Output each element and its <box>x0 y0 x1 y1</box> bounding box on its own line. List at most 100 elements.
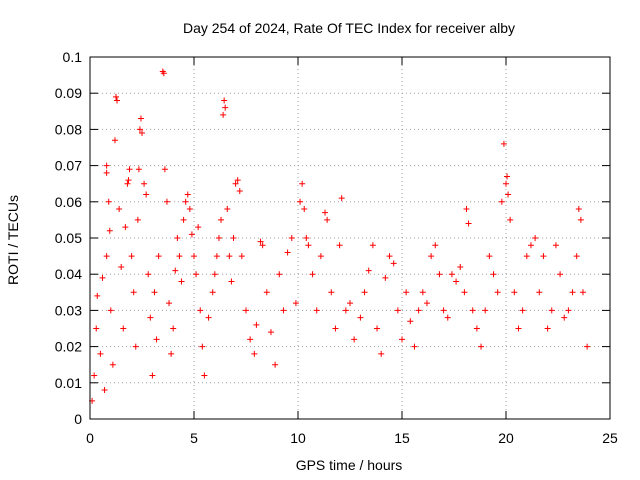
data-point <box>338 195 345 202</box>
data-point <box>565 307 572 314</box>
y-tick-label: 0.07 <box>55 158 82 174</box>
data-point <box>461 289 468 296</box>
data-point <box>498 198 505 205</box>
data-point <box>97 350 104 357</box>
x-tick-label: 20 <box>498 430 514 446</box>
data-point <box>211 271 218 278</box>
data-point <box>124 180 131 187</box>
data-point <box>336 242 343 249</box>
data-point <box>151 289 158 296</box>
data-point <box>197 307 204 314</box>
data-point <box>453 278 460 285</box>
data-point <box>113 93 119 100</box>
data-point <box>243 307 249 314</box>
data-point <box>332 325 339 332</box>
data-point <box>523 253 530 260</box>
data-point <box>382 274 389 281</box>
y-tick-label: 0.04 <box>55 266 82 282</box>
data-point <box>134 216 141 223</box>
data-point <box>136 126 143 133</box>
data-point <box>507 216 514 223</box>
data-point <box>109 361 116 368</box>
data-point <box>399 336 405 343</box>
data-point <box>419 289 426 296</box>
data-point <box>303 235 310 241</box>
data-point <box>122 224 129 231</box>
data-point <box>494 289 501 296</box>
data-point <box>172 267 179 274</box>
data-point <box>503 180 509 187</box>
data-point <box>163 198 170 205</box>
data-point <box>267 329 274 336</box>
data-point <box>215 235 222 241</box>
data-point <box>386 253 393 260</box>
grid-lines <box>90 57 610 419</box>
data-point <box>145 271 152 278</box>
data-point <box>527 242 534 249</box>
data-point <box>584 343 591 350</box>
data-point <box>120 325 127 332</box>
data-point <box>103 162 110 169</box>
data-point <box>552 242 559 249</box>
data-point <box>209 289 216 296</box>
data-point <box>284 249 291 256</box>
data-point <box>170 325 177 332</box>
data-points <box>89 68 591 404</box>
x-tick-label: 0 <box>86 430 94 446</box>
data-point <box>548 307 555 314</box>
data-point <box>288 235 295 241</box>
data-point <box>186 206 193 213</box>
data-point <box>457 263 464 270</box>
data-point <box>365 267 372 274</box>
data-point <box>166 300 173 307</box>
data-point <box>577 216 584 223</box>
data-point <box>536 289 543 296</box>
y-tick-label: 0.01 <box>55 375 82 391</box>
x-tick-label: 15 <box>394 430 410 446</box>
data-point <box>149 372 156 379</box>
data-point <box>436 271 443 278</box>
data-point <box>317 253 324 260</box>
data-point <box>93 325 100 332</box>
data-point <box>440 307 447 314</box>
data-point <box>573 253 580 260</box>
data-point <box>532 235 539 241</box>
data-point <box>347 300 353 307</box>
data-point <box>137 115 144 122</box>
data-point <box>221 97 228 104</box>
data-point <box>153 336 160 343</box>
data-point <box>432 242 439 249</box>
data-point <box>195 224 202 231</box>
data-point <box>328 289 335 296</box>
data-point <box>369 242 376 249</box>
y-tick-label: 0.02 <box>55 339 82 355</box>
data-point <box>201 372 208 379</box>
data-point <box>160 70 167 77</box>
y-tick-label: 0.06 <box>55 194 82 210</box>
data-point <box>228 278 235 285</box>
data-point <box>313 307 320 314</box>
data-point <box>180 216 187 223</box>
data-point <box>428 253 435 260</box>
data-point <box>107 307 114 314</box>
data-point <box>135 166 142 173</box>
data-point <box>251 350 258 357</box>
data-point <box>305 242 312 249</box>
data-point <box>486 253 493 260</box>
x-tick-label: 25 <box>602 430 618 446</box>
data-point <box>259 242 266 249</box>
data-point <box>141 180 148 187</box>
data-point <box>174 235 181 241</box>
data-point <box>105 198 112 205</box>
data-point <box>257 238 264 245</box>
data-point <box>378 350 385 357</box>
y-tick-label: 0.09 <box>55 85 82 101</box>
data-point <box>374 325 381 332</box>
data-point <box>511 289 518 296</box>
data-point <box>324 216 331 223</box>
data-point <box>226 253 233 260</box>
data-point <box>168 350 175 357</box>
data-point <box>178 278 185 285</box>
data-point <box>357 314 364 321</box>
